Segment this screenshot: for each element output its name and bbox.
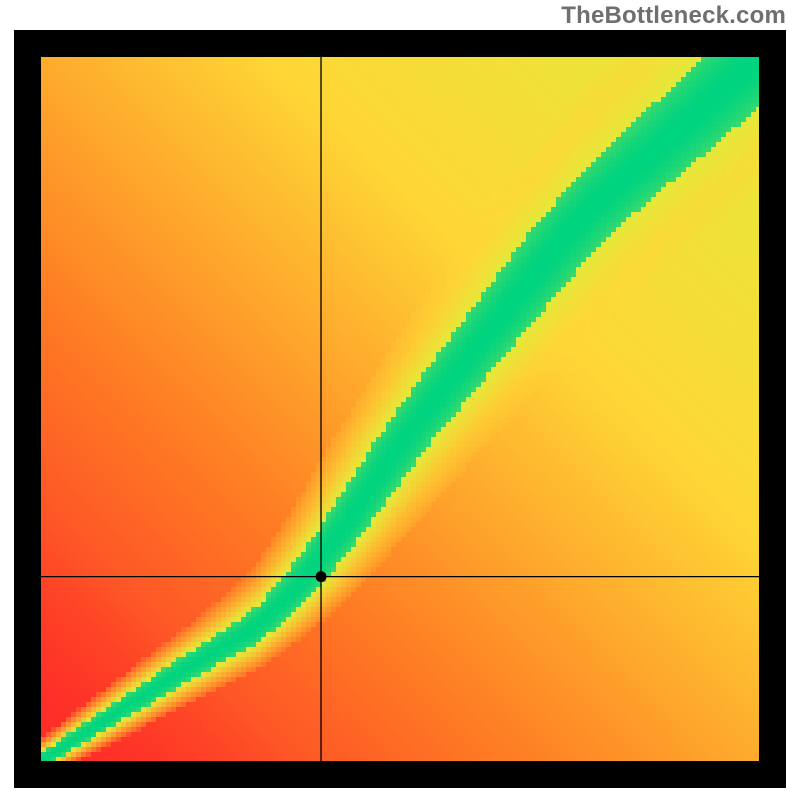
watermark-text: TheBottleneck.com: [561, 2, 786, 30]
chart-container: TheBottleneck.com: [0, 0, 800, 800]
bottleneck-heatmap-canvas: [0, 0, 800, 800]
